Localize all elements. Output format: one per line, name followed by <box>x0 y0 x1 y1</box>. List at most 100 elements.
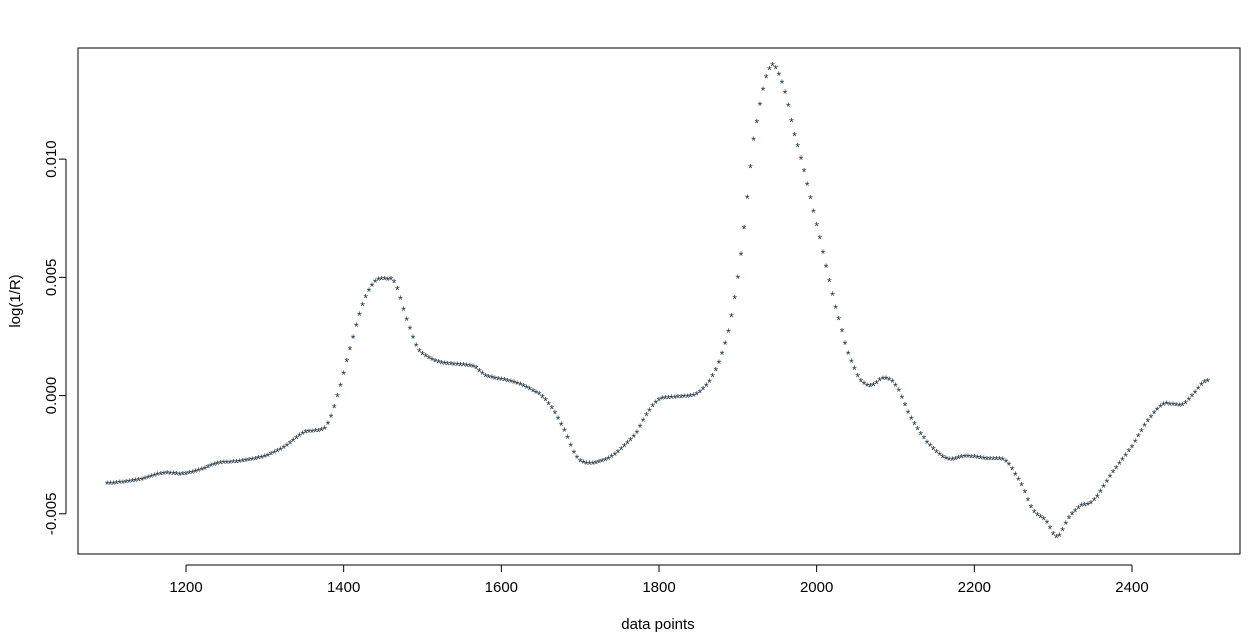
data-point: * <box>1190 391 1195 405</box>
data-point: * <box>751 134 756 148</box>
data-point: * <box>729 311 734 325</box>
data-point: * <box>928 440 933 454</box>
data-point: * <box>638 421 643 435</box>
data-point: * <box>799 153 804 167</box>
data-point: * <box>253 453 258 467</box>
data-point: * <box>458 359 463 373</box>
data-point: * <box>209 460 214 474</box>
data-point: * <box>568 440 573 454</box>
data-point: * <box>1177 400 1182 414</box>
data-point: * <box>947 454 952 468</box>
data-point: * <box>1032 507 1037 521</box>
data-point: * <box>890 376 895 390</box>
data-point: * <box>666 392 671 406</box>
data-point: * <box>922 433 927 447</box>
data-point: * <box>590 458 595 472</box>
data-point: * <box>439 358 444 372</box>
data-point: * <box>1079 500 1084 514</box>
data-point: * <box>348 343 353 357</box>
data-point: * <box>177 469 182 483</box>
data-point: * <box>136 475 141 489</box>
data-point: * <box>152 470 157 484</box>
data-point: * <box>669 392 674 406</box>
data-point: * <box>344 356 349 370</box>
data-point: * <box>821 247 826 261</box>
data-point: * <box>471 361 476 375</box>
data-point: * <box>1152 408 1157 422</box>
data-point: * <box>575 452 580 466</box>
data-point: * <box>199 464 204 478</box>
data-point: * <box>1095 491 1100 505</box>
data-point: * <box>745 192 750 206</box>
data-point: * <box>1130 442 1135 456</box>
data-point: * <box>1022 487 1027 501</box>
data-point: * <box>972 452 977 466</box>
data-point: * <box>587 458 592 472</box>
data-point: * <box>609 451 614 465</box>
data-point: * <box>625 437 630 451</box>
data-point: * <box>1186 394 1191 408</box>
data-point: * <box>764 72 769 86</box>
data-point: * <box>707 376 712 390</box>
data-point: * <box>367 285 372 299</box>
y-tick-label: 0.010 <box>43 140 60 178</box>
data-point: * <box>1120 454 1125 468</box>
data-point: * <box>909 413 914 427</box>
y-axis-title: log(1/R) <box>7 274 24 327</box>
data-point: * <box>786 100 791 114</box>
data-point: * <box>619 444 624 458</box>
x-tick-label: 1200 <box>169 579 202 596</box>
data-point: * <box>950 454 955 468</box>
data-point: * <box>326 418 331 432</box>
data-point: * <box>1067 513 1072 527</box>
data-point: * <box>426 353 431 367</box>
data-point: * <box>357 309 362 323</box>
data-point: * <box>1117 458 1122 472</box>
data-point: * <box>445 358 450 372</box>
data-point: * <box>502 375 507 389</box>
data-point: * <box>133 475 138 489</box>
data-point: * <box>988 454 993 468</box>
data-point: * <box>285 440 290 454</box>
data-point: * <box>319 424 324 438</box>
data-point: * <box>291 435 296 449</box>
data-point: * <box>288 438 293 452</box>
data-point: * <box>717 357 722 371</box>
data-point: * <box>767 63 772 77</box>
data-point: * <box>259 452 264 466</box>
data-point: * <box>780 77 785 91</box>
data-point: * <box>887 374 892 388</box>
data-point: * <box>335 391 340 405</box>
data-point: * <box>231 457 236 471</box>
data-point: * <box>644 410 649 424</box>
data-point: * <box>114 478 119 492</box>
data-point: * <box>1048 523 1053 537</box>
data-point: * <box>594 457 599 471</box>
data-point: * <box>316 425 321 439</box>
data-point: * <box>723 338 728 352</box>
data-point: * <box>187 468 192 482</box>
data-point: * <box>966 451 971 465</box>
data-point: * <box>865 380 870 394</box>
data-point: * <box>174 469 179 483</box>
data-point: * <box>467 360 472 374</box>
data-point: * <box>234 456 239 470</box>
data-point: * <box>811 206 816 220</box>
data-point: * <box>203 463 208 477</box>
data-point: * <box>423 351 428 365</box>
data-point: * <box>653 397 658 411</box>
data-point: * <box>1004 456 1009 470</box>
data-point: * <box>1029 501 1034 515</box>
data-point: * <box>672 392 677 406</box>
data-point: * <box>824 261 829 275</box>
data-point: * <box>1000 454 1005 468</box>
data-point: * <box>449 359 454 373</box>
data-point: * <box>1136 431 1141 445</box>
data-point: * <box>1196 383 1201 397</box>
data-point: * <box>660 393 665 407</box>
data-point: * <box>559 419 564 433</box>
data-point: * <box>578 455 583 469</box>
data-point: * <box>1193 387 1198 401</box>
data-point: * <box>1060 525 1065 539</box>
